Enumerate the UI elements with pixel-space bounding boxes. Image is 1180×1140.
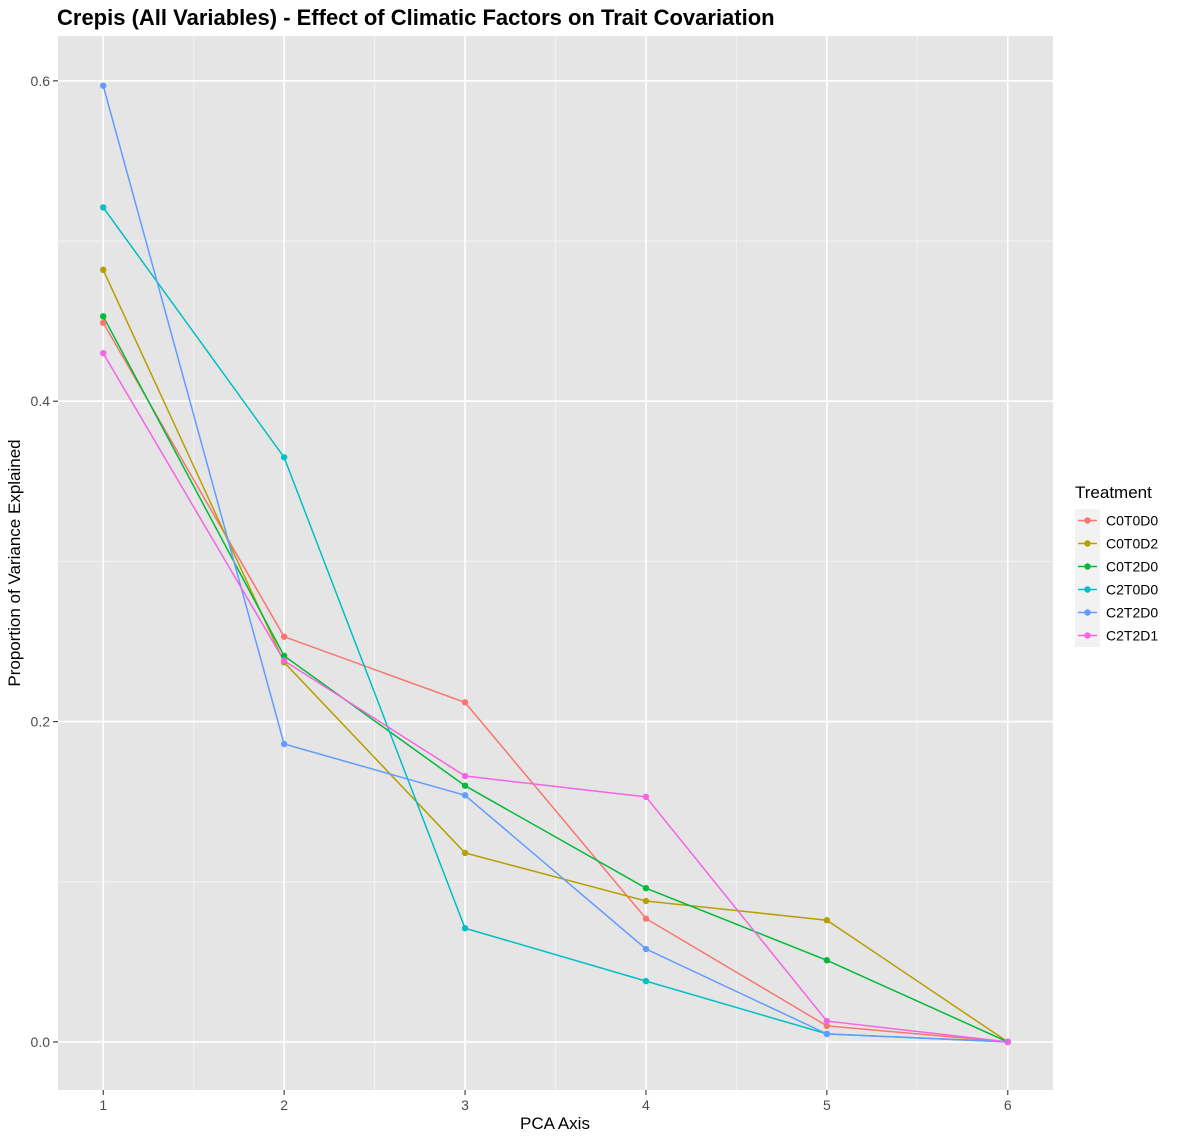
legend-key-point [1084,540,1091,547]
series-line [102,269,1009,1043]
data-point [280,740,288,748]
data-point [461,772,469,780]
series-line [102,322,1008,1043]
series-points [100,82,1011,1046]
data-point [461,782,469,789]
data-point [823,957,831,964]
y-tick-label: 0.6 [31,73,51,89]
legend-label: C0T0D0 [1106,513,1158,529]
chart-title: Crepis (All Variables) - Effect of Clima… [57,5,775,30]
data-point [823,1022,831,1030]
legend: Treatment C0T0D0 C0T0D2 C0T2D0 C2T0D0 C2T2D0… [1075,483,1158,647]
data-point [1004,1038,1011,1046]
data-point [642,884,650,892]
y-tick-labels: 0.0 0.2 0.4 0.6 [31,73,51,1050]
x-tick-label: 1 [99,1097,107,1113]
x-tick-label: 5 [823,1097,831,1113]
x-tick-labels: 1 2 3 4 5 6 [99,1097,1012,1113]
data-point [642,915,650,922]
legend-label: C2T0D0 [1106,582,1158,598]
data-point [823,1030,831,1038]
data-point [100,349,107,357]
legend-key-point [1084,563,1091,570]
data-point [280,633,288,640]
series-line [102,85,1008,1043]
grid-minor [58,36,1053,1090]
data-point [280,657,288,664]
y-tick-label: 0.0 [31,1034,51,1050]
legend-item: C2T2D0 [1075,601,1158,624]
data-point [642,897,650,905]
data-point [461,699,469,706]
axis-ticks [53,80,1009,1095]
data-point [100,82,107,89]
legend-key-point [1084,609,1091,616]
legend-label: C0T2D0 [1106,559,1158,575]
data-point [642,977,650,985]
series-line [102,315,1009,1043]
legend-item: C2T2D1 [1075,624,1158,647]
data-point [461,849,469,857]
data-point [280,454,288,461]
legend-label: C2T2D0 [1106,605,1158,621]
data-point [461,925,469,932]
legend-key-point [1084,632,1091,639]
data-point [642,793,650,801]
data-point [461,792,469,799]
legend-label: C0T0D2 [1106,536,1158,552]
legend-item: C0T0D0 [1075,509,1158,532]
legend-label: C2T2D1 [1106,628,1158,644]
series-line [102,352,1008,1043]
y-axis-title: Proportion of Variance Explained [5,439,24,686]
x-tick-label: 6 [1004,1097,1012,1113]
legend-key-point [1084,517,1091,524]
legend-title: Treatment [1075,483,1152,502]
legend-item: C0T2D0 [1075,555,1158,578]
data-point [642,945,650,953]
y-tick-label: 0.2 [31,714,51,730]
legend-key-point [1084,586,1091,593]
data-point [100,204,107,211]
x-tick-label: 4 [642,1097,650,1113]
data-point [100,266,107,274]
legend-item: C0T0D2 [1075,532,1158,555]
legend-item: C2T0D0 [1075,578,1158,601]
series-lines [102,85,1009,1043]
x-tick-label: 3 [461,1097,469,1113]
grid-major [58,36,1053,1090]
data-point [823,917,831,924]
x-axis-title: PCA Axis [520,1114,590,1133]
data-point [100,313,107,320]
data-point [100,319,107,326]
y-tick-label: 0.4 [31,393,51,409]
x-tick-label: 2 [280,1097,288,1113]
data-point [280,652,288,660]
data-point [823,1017,831,1025]
legend-items: C0T0D0 C0T0D2 C0T2D0 C2T0D0 C2T2D0 C2T2D1 [1075,509,1158,647]
